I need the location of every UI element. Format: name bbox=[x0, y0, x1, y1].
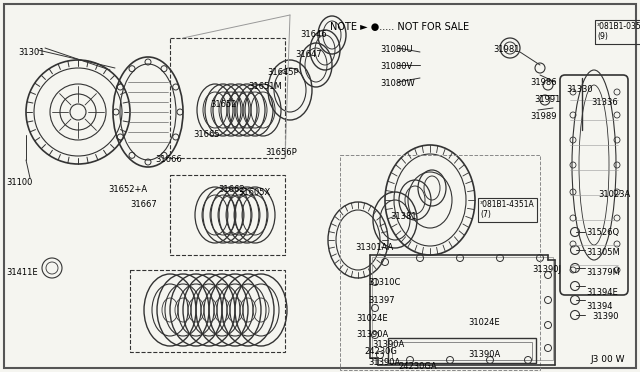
Text: 31667: 31667 bbox=[130, 200, 157, 209]
Text: 31647: 31647 bbox=[295, 50, 322, 59]
Text: 31989: 31989 bbox=[530, 112, 557, 121]
Text: 31305M: 31305M bbox=[586, 248, 620, 257]
Text: 31986: 31986 bbox=[530, 78, 557, 87]
Text: 31381: 31381 bbox=[390, 212, 417, 221]
Text: 31394: 31394 bbox=[586, 302, 612, 311]
Text: 24230G: 24230G bbox=[364, 347, 397, 356]
Text: 31526Q: 31526Q bbox=[586, 228, 619, 237]
Text: 31080W: 31080W bbox=[380, 79, 415, 88]
Text: J3 00 W: J3 00 W bbox=[590, 355, 625, 364]
Text: 31080V: 31080V bbox=[380, 62, 412, 71]
Text: 31981: 31981 bbox=[493, 45, 520, 54]
Text: 31665: 31665 bbox=[193, 130, 220, 139]
Text: 31645P: 31645P bbox=[267, 68, 299, 77]
Text: 31336: 31336 bbox=[591, 98, 618, 107]
Text: 31411E: 31411E bbox=[6, 268, 38, 277]
Text: 31646: 31646 bbox=[300, 30, 326, 39]
Text: 31023A: 31023A bbox=[598, 190, 630, 199]
Text: 31390: 31390 bbox=[592, 312, 618, 321]
Text: 31379M: 31379M bbox=[586, 268, 620, 277]
Text: 31390A: 31390A bbox=[368, 358, 400, 367]
Text: 31991: 31991 bbox=[534, 95, 561, 104]
Text: 31390J: 31390J bbox=[532, 265, 561, 274]
Bar bbox=[392, 342, 532, 360]
Text: 24230GA: 24230GA bbox=[398, 362, 436, 371]
Text: ³081B1-0351A
(9): ³081B1-0351A (9) bbox=[597, 22, 640, 41]
Text: 31301AA: 31301AA bbox=[355, 243, 393, 252]
Text: 31605X: 31605X bbox=[238, 188, 270, 197]
Bar bbox=[170, 175, 285, 255]
Text: 31662: 31662 bbox=[218, 185, 244, 194]
Text: 31666: 31666 bbox=[155, 155, 182, 164]
Text: 31397: 31397 bbox=[368, 296, 395, 305]
Text: 31310C: 31310C bbox=[368, 278, 401, 287]
Text: 31656P: 31656P bbox=[265, 148, 297, 157]
Bar bbox=[388, 338, 536, 363]
Text: 31394E: 31394E bbox=[586, 288, 618, 297]
Text: 31390A: 31390A bbox=[468, 350, 500, 359]
Bar bbox=[372, 257, 553, 360]
Text: 31024E: 31024E bbox=[468, 318, 500, 327]
Text: 31652+A: 31652+A bbox=[108, 185, 147, 194]
Text: 31390A: 31390A bbox=[356, 330, 388, 339]
Text: ³081B1-4351A
(7): ³081B1-4351A (7) bbox=[480, 200, 535, 219]
Bar bbox=[130, 270, 285, 352]
Text: 31330: 31330 bbox=[566, 85, 593, 94]
Text: NOTE ► ●..... NOT FOR SALE: NOTE ► ●..... NOT FOR SALE bbox=[330, 22, 469, 32]
Text: 31024E: 31024E bbox=[356, 314, 388, 323]
Text: 31301: 31301 bbox=[18, 48, 45, 57]
Bar bbox=[170, 38, 285, 158]
Bar bbox=[340, 155, 540, 370]
Text: 31651M: 31651M bbox=[248, 82, 282, 91]
Text: 31100: 31100 bbox=[6, 178, 33, 187]
Text: 31652: 31652 bbox=[210, 100, 237, 109]
Text: 31390A: 31390A bbox=[372, 340, 404, 349]
Text: 31080U: 31080U bbox=[380, 45, 413, 54]
